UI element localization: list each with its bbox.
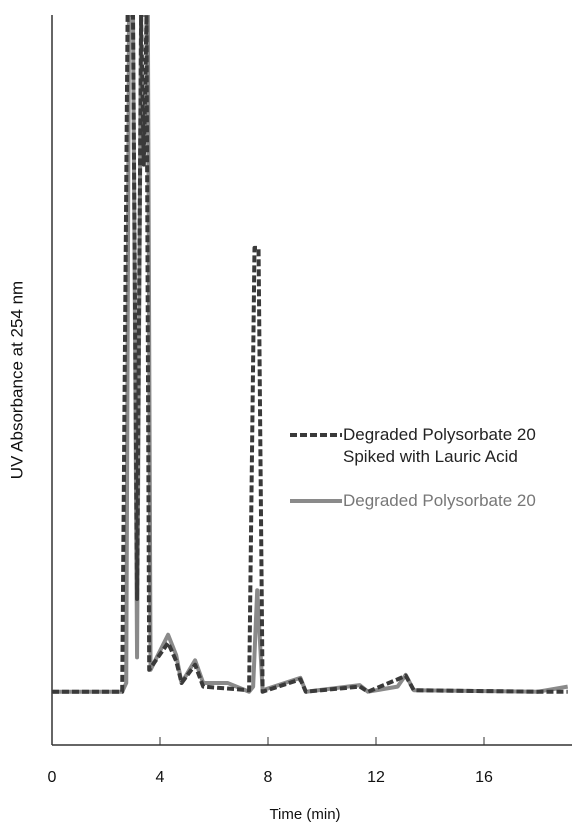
x-axis-title: Time (min) xyxy=(269,806,340,823)
legend-label: Degraded Polysorbate 20 Spiked with Laur… xyxy=(343,425,536,466)
line-series xyxy=(52,15,569,694)
plot-area xyxy=(52,15,569,694)
x-tick-label: 4 xyxy=(156,769,165,786)
legend-label: Degraded Polysorbate 20 xyxy=(343,491,536,510)
y-axis-title: UV Absorbance at 254 nm xyxy=(7,281,26,479)
x-tick-label: 12 xyxy=(367,769,385,786)
x-tick-label: 16 xyxy=(475,769,493,786)
x-tick-label: 8 xyxy=(264,769,273,786)
line-series xyxy=(52,15,568,694)
x-tick-label: 0 xyxy=(48,769,57,786)
